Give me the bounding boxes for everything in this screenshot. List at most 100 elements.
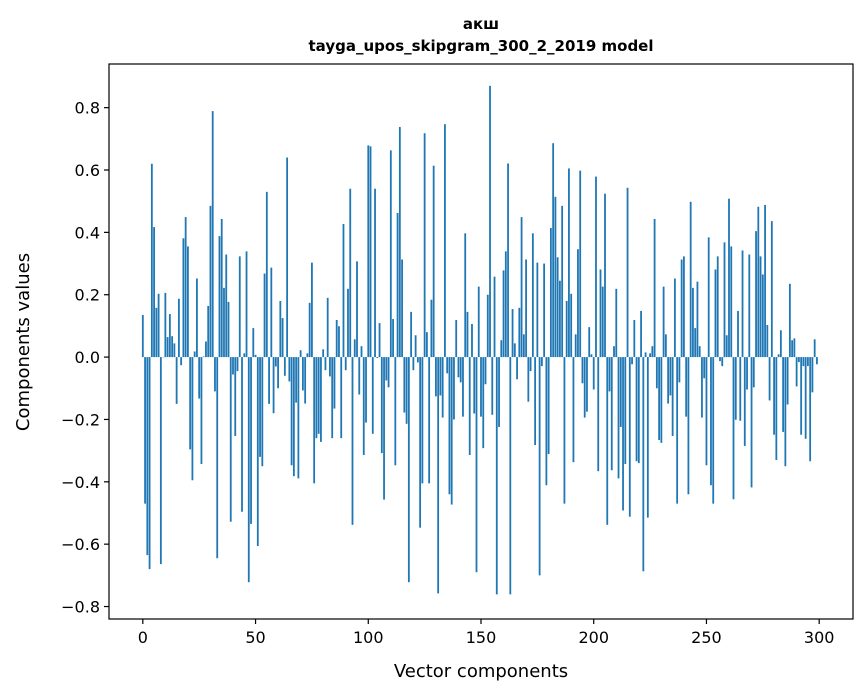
bar [383, 357, 385, 500]
bar [631, 357, 633, 365]
chart-title: акш [463, 15, 499, 33]
bar [371, 357, 374, 434]
bar [480, 357, 482, 417]
bar [360, 346, 363, 358]
bar [491, 357, 494, 415]
y-tick-label: 0.0 [75, 348, 100, 367]
bar [423, 133, 426, 358]
bar [365, 357, 367, 423]
bar [511, 309, 514, 358]
bar [518, 307, 521, 358]
bar [721, 357, 724, 367]
y-tick-label: −0.6 [61, 535, 100, 554]
bar [646, 357, 649, 518]
bar [268, 357, 270, 404]
bar [633, 319, 636, 358]
bar [712, 357, 715, 504]
bar [220, 218, 223, 358]
y-tick-label: 0.4 [75, 223, 100, 242]
bar [786, 357, 789, 405]
bar [308, 302, 311, 358]
bar [597, 357, 600, 472]
bar [421, 357, 424, 484]
bar [768, 357, 771, 401]
bar [283, 357, 286, 376]
bar [761, 274, 764, 358]
bar [725, 335, 728, 358]
bar [385, 357, 388, 381]
y-tick-label: 0.6 [75, 161, 100, 180]
bar [290, 357, 293, 466]
bar [279, 300, 282, 358]
bar [676, 357, 679, 504]
bar [710, 357, 712, 486]
bar [766, 324, 769, 358]
bar [732, 357, 735, 500]
bar [563, 357, 566, 504]
bar [800, 357, 803, 435]
bar [166, 337, 169, 358]
bar [214, 357, 216, 392]
y-tick-label: 0.2 [75, 286, 100, 305]
bar [694, 328, 697, 358]
bar [324, 357, 327, 371]
bar [295, 357, 298, 403]
bar [153, 227, 155, 358]
bar [254, 354, 257, 358]
bar [689, 201, 692, 358]
bar [338, 326, 340, 358]
bar [437, 357, 440, 594]
bar [234, 357, 237, 436]
bar [750, 357, 753, 488]
chart-subtitle: tayga_upos_skipgram_300_2_2019 model [309, 37, 654, 55]
bar [595, 176, 597, 358]
bar [795, 357, 798, 387]
bar [410, 311, 413, 358]
plot-frame [108, 63, 854, 620]
bar [608, 357, 611, 392]
bar [347, 288, 349, 358]
bar [177, 298, 180, 358]
bar [714, 269, 717, 358]
x-tick-label: 300 [804, 628, 835, 647]
y-axis: −0.8 −0.6 −0.4 −0.2 0.0 0.2 0.4 0.6 0.8 [61, 99, 109, 617]
bar [245, 251, 248, 358]
bar [198, 357, 201, 399]
bar [286, 157, 289, 358]
bar [306, 353, 309, 358]
bar [182, 238, 185, 358]
bar [407, 357, 410, 583]
bar [200, 357, 203, 465]
bar [250, 357, 252, 524]
bar [572, 357, 575, 463]
bar [335, 319, 338, 358]
bar [757, 206, 760, 358]
bar [559, 280, 561, 358]
bar [387, 357, 390, 388]
bar [513, 343, 516, 358]
bar [238, 256, 241, 358]
bar [468, 357, 471, 455]
bar [741, 250, 744, 358]
bar [473, 357, 476, 414]
bar [540, 357, 543, 367]
bar [568, 168, 570, 358]
bar [446, 357, 449, 374]
bar [734, 357, 737, 420]
bar [678, 357, 681, 383]
bar [394, 357, 397, 466]
bar [376, 357, 379, 359]
bar [146, 357, 149, 556]
bar [748, 254, 751, 358]
bar [685, 357, 688, 417]
bar [157, 293, 160, 358]
bar [617, 357, 620, 479]
bar [651, 346, 654, 358]
bar [583, 357, 586, 418]
bar [746, 357, 748, 390]
bar [311, 262, 313, 358]
bar [536, 262, 539, 358]
bar [193, 351, 196, 358]
bar [457, 357, 460, 378]
bar [281, 318, 284, 358]
